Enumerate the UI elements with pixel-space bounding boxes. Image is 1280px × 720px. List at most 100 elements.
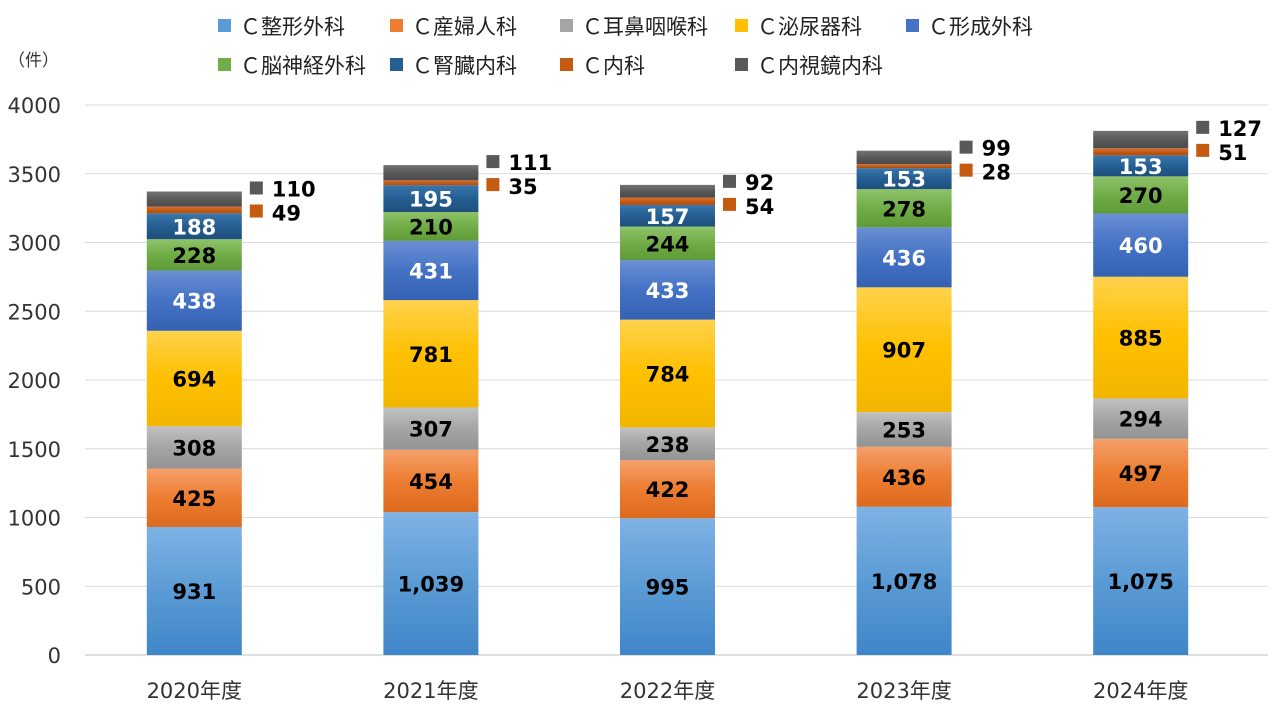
bar-segment [146,239,242,271]
bar-segment [146,191,242,207]
data-label: 907 [882,339,926,363]
bar-segment [1093,176,1189,214]
data-label: 153 [1119,155,1163,179]
data-label: 99 [982,137,1011,161]
data-label: 1,075 [1107,570,1173,594]
data-label: 253 [882,418,926,442]
bar-segment [383,300,479,408]
series-marker [959,163,973,177]
bar-segment [146,330,242,427]
data-label: 1,078 [871,570,937,594]
data-label: 153 [882,168,926,192]
data-label: 784 [646,363,690,387]
bar-segment [146,426,242,469]
data-label: 308 [172,436,216,460]
data-label: 781 [409,343,453,367]
bar-segment [620,319,715,428]
bar-segment [146,206,242,214]
series-marker [959,140,973,154]
legend-swatch [735,19,748,32]
data-label: 436 [882,246,926,270]
bar-segment [620,204,715,227]
legend-swatch [218,58,231,71]
bar-segment [620,226,715,261]
bar-segment [856,164,952,169]
data-label: 188 [172,215,216,239]
y-tick-label: 3000 [8,232,61,256]
bar-segment [1093,438,1189,508]
y-tick-label: 500 [21,575,61,599]
legend-label: Ｃ整形外科 [240,15,345,39]
y-tick-label: 2500 [8,300,61,324]
x-tick-label: 2024年度 [1093,679,1188,703]
legend-swatch [390,19,403,32]
y-axis-ticks: 0 500 1000 1500 2000 2500 3000 3500 4000 [8,94,61,668]
series-marker [486,155,500,169]
data-label: 307 [409,418,453,442]
data-label: 111 [508,151,552,175]
series-marker [249,204,263,218]
bar-segment [620,518,715,655]
data-label: 244 [646,232,690,256]
bar-segment [146,468,242,527]
x-tick-label: 2020年度 [147,679,242,703]
series-marker [723,197,736,211]
data-label: 238 [646,433,690,457]
data-label: 228 [172,244,216,268]
bar-segment [1093,507,1189,655]
data-label: 110 [272,177,316,201]
bar-segment [856,412,952,447]
legend-swatch [735,58,748,71]
legend-item: Ｃ形成外科 [906,15,1033,39]
y-tick-label: 0 [48,644,61,668]
y-tick-label: 1500 [8,438,61,462]
data-label: 51 [1218,141,1247,165]
legend-label: Ｃ泌尿器科 [757,15,862,39]
legend-label: Ｃ腎臓内科 [412,54,517,78]
y-tick-label: 3500 [8,163,61,187]
legend-item: Ｃ産婦人科 [390,15,517,39]
bar-segment [1093,398,1189,439]
data-label: 454 [409,470,453,494]
bar-segment [856,287,952,413]
bar-segment [383,185,479,212]
bar-segment [146,270,242,331]
data-label: 28 [982,161,1011,185]
data-label: 127 [1218,117,1262,141]
data-label: 54 [745,195,774,219]
series-marker [1196,143,1210,157]
bar-segment [383,165,479,181]
legend-item: Ｃ内科 [560,54,645,78]
legend: Ｃ整形外科 Ｃ産婦人科 Ｃ耳鼻咽喉科 Ｃ泌尿器科 Ｃ形成外科 Ｃ脳神経外科 Ｃ腎臓内科 Ｃ内科… [218,15,1033,78]
bar-segment [620,184,715,198]
data-label: 436 [882,466,926,490]
series-marker [723,174,736,188]
series-marker [249,181,263,195]
legend-swatch [560,58,573,71]
legend-label: Ｃ形成外科 [928,15,1033,39]
x-tick-label: 2022年度 [620,679,715,703]
data-label: 294 [1119,408,1163,432]
bar-segment [383,211,479,241]
data-label: 433 [646,279,690,303]
legend-label: Ｃ内科 [582,54,645,78]
bar-segment [856,168,952,190]
bar-segment [620,197,715,205]
data-label: 694 [172,367,216,391]
data-label: 49 [272,201,301,225]
y-axis-unit-label: （件） [8,51,59,71]
bar-segment [620,260,715,320]
data-label: 270 [1119,184,1163,208]
x-tick-label: 2021年度 [383,679,478,703]
data-label: 438 [172,290,216,314]
legend-item: Ｃ脳神経外科 [218,54,366,78]
legend-label: Ｃ耳鼻咽喉科 [582,15,708,39]
data-label: 278 [882,197,926,221]
legend-label: Ｃ脳神経外科 [240,54,366,78]
legend-label: Ｃ産婦人科 [412,15,517,39]
